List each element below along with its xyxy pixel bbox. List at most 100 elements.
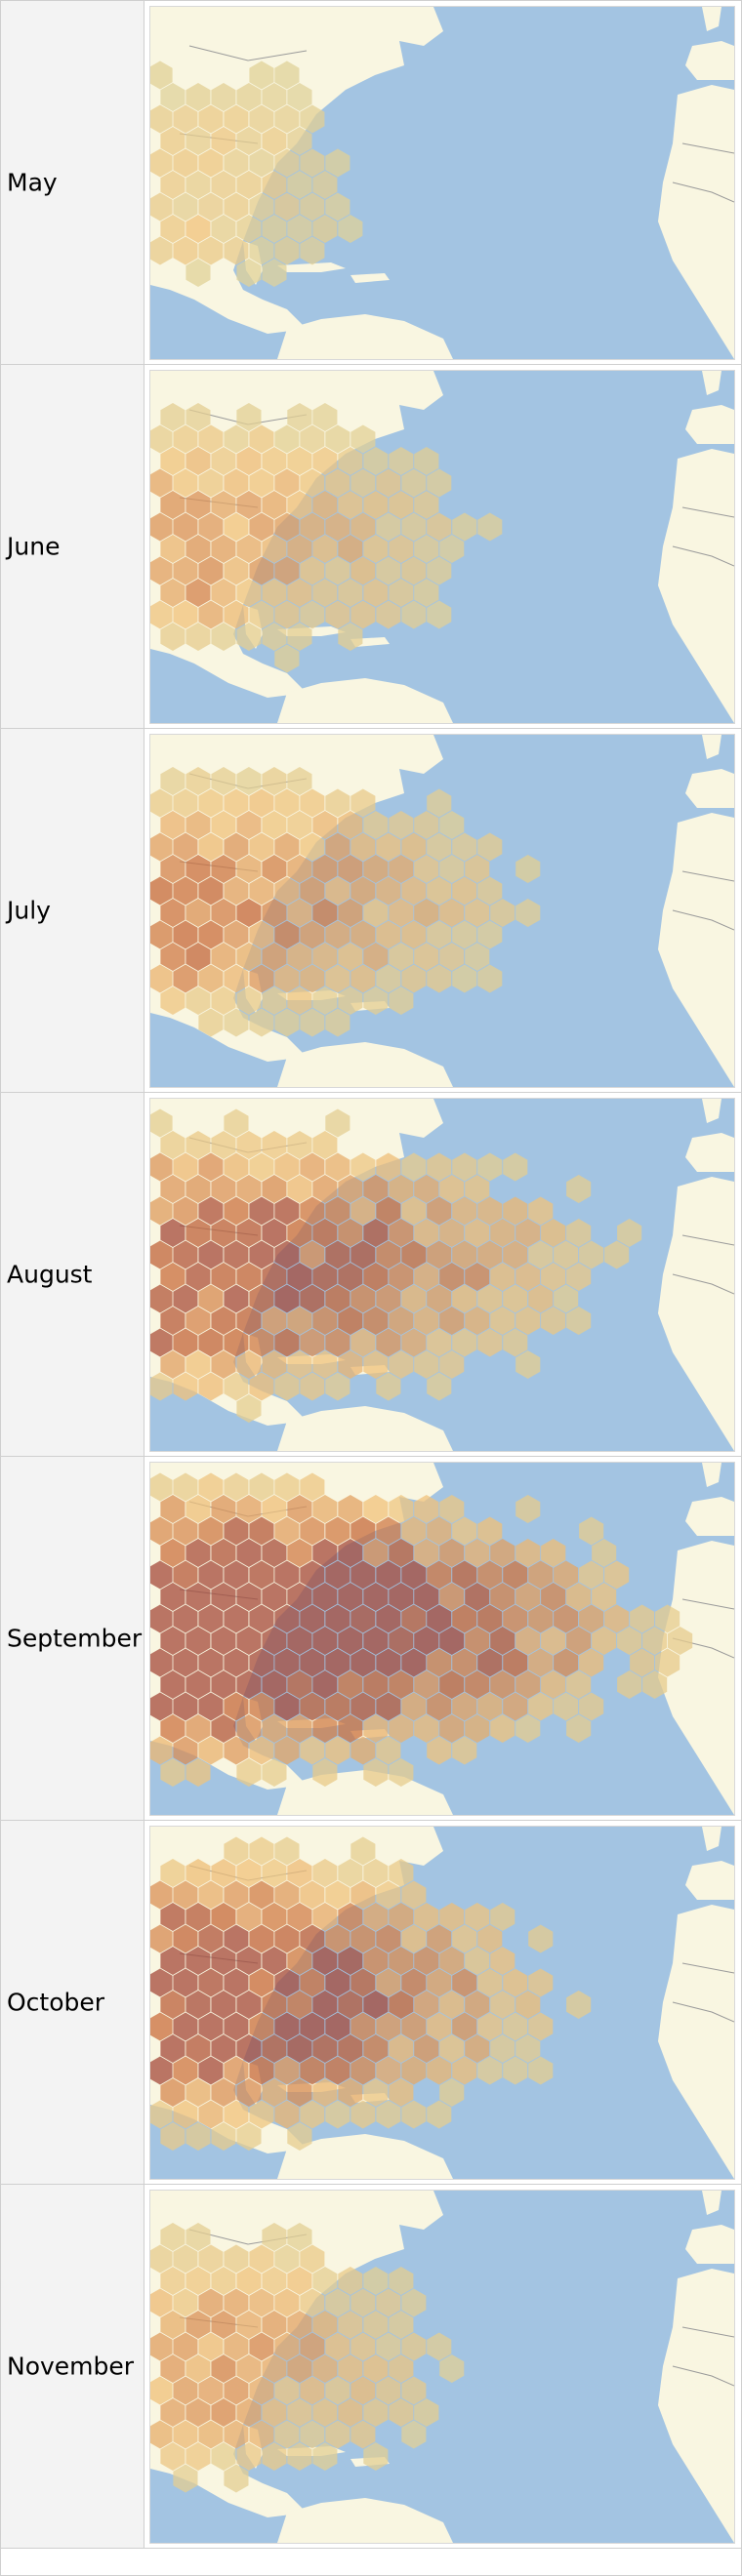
hexbin-cell: [224, 236, 249, 265]
hexbin-cell: [236, 811, 262, 839]
hexbin-cell: [262, 1859, 287, 1887]
hexbin-cell: [325, 2100, 350, 2129]
hexbin-cell: [312, 1583, 338, 1611]
map-cell: [144, 365, 741, 728]
hexbin-cell: [262, 855, 287, 883]
iberia-land: [685, 1861, 734, 1900]
hexbin-cell: [287, 83, 312, 111]
hexbin-cell: [287, 2267, 312, 2295]
hexbin-cell: [338, 2398, 363, 2427]
hexbin-cell: [186, 1131, 211, 1159]
hexbin-cell: [452, 1328, 477, 1357]
hexbin-cell: [262, 623, 287, 651]
hexbin-cell: [401, 1924, 427, 1953]
hexbin-cell: [236, 899, 262, 927]
hexbin-cell: [224, 1008, 249, 1037]
hexbin-cell: [173, 600, 198, 629]
hexbin-cell: [186, 579, 211, 607]
hexbin-cell: [503, 1648, 528, 1677]
hexbin-cell: [325, 468, 350, 498]
hexbin-cell: [579, 1648, 604, 1677]
hexbin-cell: [389, 899, 414, 927]
month-row: October: [1, 1821, 741, 2185]
hexbin-cell: [579, 1240, 604, 1269]
hexbin-cell: [236, 127, 262, 155]
hexbin-cell: [150, 104, 173, 134]
hexbin-cell: [414, 1539, 439, 1567]
hexbin-cell: [376, 1692, 401, 1721]
hexbin-cell: [287, 899, 312, 927]
hexbin-cell: [376, 1968, 401, 1997]
south-america-land: [277, 1406, 453, 1451]
hexbin-cell: [224, 832, 249, 862]
hexbin-cell: [262, 986, 287, 1015]
hexbin-cell: [198, 468, 224, 498]
hexbin-cell: [287, 811, 312, 839]
hexbin-cell: [236, 535, 262, 563]
hexbin-cell: [376, 556, 401, 585]
hexbin-cell: [452, 920, 477, 949]
hexbin-cell: [350, 876, 376, 906]
hexbin-cell: [236, 1131, 262, 1159]
hexbin-cell: [198, 1736, 224, 1765]
hexbin-cell: [173, 1604, 198, 1633]
hexbin-cell: [376, 1604, 401, 1633]
hexbin-cell: [350, 2332, 376, 2361]
hexbin-cell: [198, 2100, 224, 2129]
hexbin-cell: [249, 2332, 274, 2361]
hexbin-cell: [274, 104, 300, 134]
hexbin-cell: [325, 148, 350, 178]
hexbin-cell: [363, 811, 389, 839]
hexbin-cell: [528, 1692, 554, 1721]
africa-borders: [672, 506, 734, 567]
hexbin-cell: [211, 1903, 236, 1931]
hexbin-cell: [338, 215, 363, 243]
hexbin-cell: [363, 491, 389, 519]
hexbin-cell: [389, 2078, 414, 2107]
hexbin-cell: [401, 1968, 427, 1997]
hexbin-cell: [160, 491, 186, 519]
hexbin-cell: [150, 2332, 173, 2361]
hexbin-cell: [274, 1196, 300, 1226]
hexbin-cell: [236, 1495, 262, 1523]
hexbin-cell: [274, 1328, 300, 1357]
hexbin-cell: [160, 1307, 186, 1335]
hexbin-cell: [186, 1947, 211, 1975]
hexbin-cell: [401, 2056, 427, 2085]
hexbin-cell: [224, 2012, 249, 2041]
map-cell: [144, 1, 741, 364]
hexbin-cell: [477, 1968, 503, 1997]
hexbin-cell: [668, 1627, 693, 1655]
hexbin-cell: [173, 2332, 198, 2361]
hexbin-cell: [401, 468, 427, 498]
hexbin-cell: [325, 832, 350, 862]
hexbin-cell: [249, 60, 274, 90]
hexbin-cell: [274, 2420, 300, 2449]
hexbin-cell: [224, 2100, 249, 2129]
hexbin-cell: [224, 1372, 249, 1401]
hexbin-cell: [211, 767, 236, 795]
hexbin-cell: [287, 623, 312, 651]
hexbin-cell: [414, 2034, 439, 2063]
hexbin-cell: [312, 1627, 338, 1655]
hexbin-cell: [490, 2034, 515, 2063]
hexbin-cell: [389, 491, 414, 519]
hexbin-layer: [150, 60, 363, 287]
hexbin-cell: [186, 1350, 211, 1379]
hexbin-cell: [452, 1604, 477, 1633]
hexbin-cell: [262, 2311, 287, 2339]
hexbin-cell: [173, 468, 198, 498]
hexbin-cell: [325, 1152, 350, 1182]
hexbin-cell: [376, 2332, 401, 2361]
hexbin-cell: [490, 1714, 515, 1743]
hexbin-cell: [414, 1714, 439, 1743]
hexbin-cell: [325, 1560, 350, 1590]
hexbin-cell: [414, 2398, 439, 2427]
hexbin-cell: [312, 1903, 338, 1931]
british-isles-land: [702, 1099, 721, 1123]
hexbin-cell: [160, 2311, 186, 2339]
hexbin-cell: [338, 943, 363, 971]
hexbin-cell: [236, 1627, 262, 1655]
hexbin-cell: [249, 104, 274, 134]
hexbin-cell: [376, 512, 401, 542]
